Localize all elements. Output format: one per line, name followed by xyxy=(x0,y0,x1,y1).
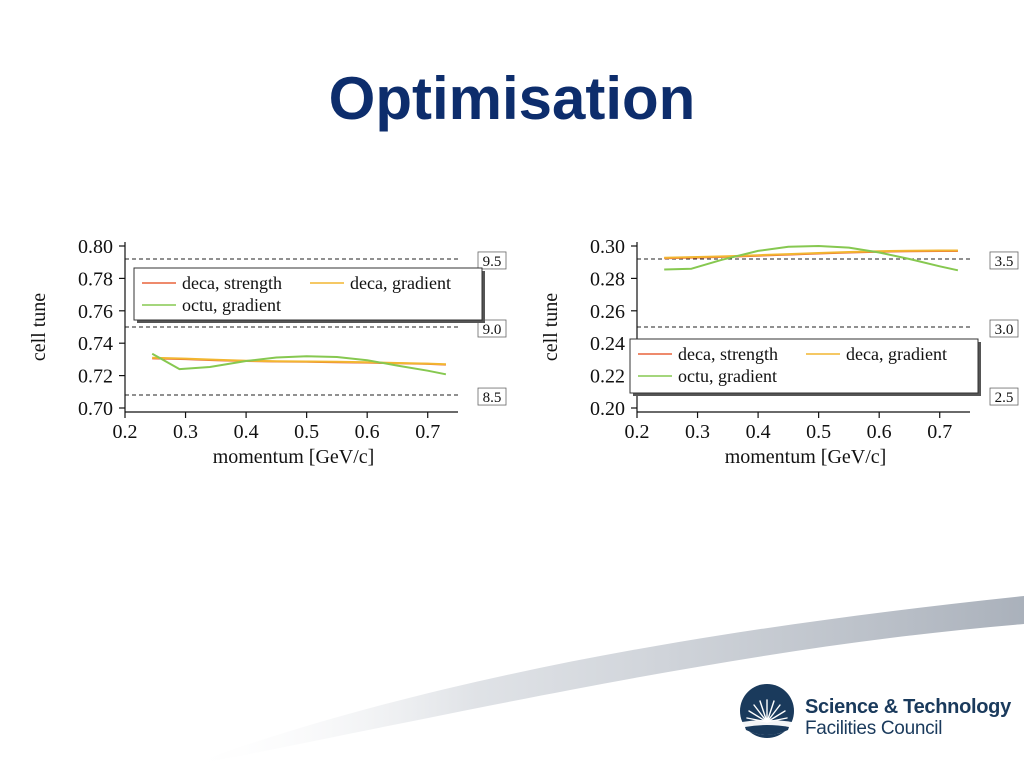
tune-chart-vertical: 3.5 3.0 2.5 0.20 0.22 0.24 0.26 0.28 0.30 0.2 0.3 0… xyxy=(540,236,1019,468)
logo-text-line2: Facilities Council xyxy=(805,718,943,739)
chart2-reference-label: 3.0 xyxy=(989,319,1019,338)
chart2-x-tick-label: 0.2 xyxy=(625,421,650,443)
chart2-reference-label-box xyxy=(989,387,1019,406)
chart1-x-axis-title: momentum [GeV/c] xyxy=(213,446,375,468)
chart2-legend-label-1: deca, strength xyxy=(678,344,778,364)
chart1-x-tick-label: 0.3 xyxy=(173,421,198,443)
chart1-reference-label: 9.0 xyxy=(477,319,507,338)
chart2-x-tick-label: 0.7 xyxy=(927,421,952,443)
chart1-y-tick-label: 0.70 xyxy=(78,398,113,420)
chart1-y-tick-label: 0.76 xyxy=(78,301,113,323)
chart1-y-axis-title: cell tune xyxy=(28,293,50,361)
tune-chart-horizontal: 9.5 9.0 8.5 0.70 0.72 0.74 0.76 0.78 0.80 0.2 0.3 0… xyxy=(28,236,507,468)
chart2-x-tick-label: 0.6 xyxy=(867,421,892,443)
chart1-x-tick-label: 0.4 xyxy=(234,421,259,443)
chart1-x-tick-label: 0.2 xyxy=(113,421,138,443)
chart1-legend-box xyxy=(133,267,483,321)
chart1-reference-label-box xyxy=(477,387,507,406)
chart2-y-tick-label: 0.26 xyxy=(590,301,625,323)
chart2-legend-box xyxy=(629,338,979,394)
chart1-x-tick-label: 0.5 xyxy=(294,421,319,443)
chart2-y-axis-title: cell tune xyxy=(540,293,562,361)
chart1-y-tick-label: 0.80 xyxy=(78,236,113,258)
chart2-y-tick-label: 0.20 xyxy=(590,398,625,420)
decorative-swoosh xyxy=(180,596,1024,768)
swoosh-shape xyxy=(180,596,1024,768)
chart2-series-line-2 xyxy=(664,249,958,259)
chart2-reference-label-text: 3.0 xyxy=(995,322,1014,338)
chart1-legend-label-2: deca, gradient xyxy=(350,273,451,293)
chart2-series-line-3 xyxy=(664,245,959,272)
chart1-reference-label-box xyxy=(477,251,507,270)
chart2-legend: deca, strength deca, gradient octu, gradie… xyxy=(629,338,981,396)
chart2-reference-label: 3.5 xyxy=(989,251,1019,270)
chart2-y-tick-label: 0.28 xyxy=(590,268,625,290)
chart1-reference-label: 8.5 xyxy=(477,387,507,406)
slide-title: Optimisation xyxy=(328,65,696,132)
chart1-legend-label-1: deca, strength xyxy=(182,273,282,293)
chart2-x-tick-label: 0.5 xyxy=(806,421,831,443)
chart2-y-tick-label: 0.22 xyxy=(590,366,625,388)
chart2-legend-label-2: deca, gradient xyxy=(846,344,947,364)
chart2-x-tick-label: 0.4 xyxy=(746,421,771,443)
chart2-reference-label-box xyxy=(989,251,1019,270)
chart2-reference-label-box xyxy=(989,319,1019,338)
chart1-reference-label-box xyxy=(477,319,507,338)
chart1-y-tick-label: 0.72 xyxy=(78,366,113,388)
chart1-reference-label: 9.5 xyxy=(477,251,507,270)
chart1-legend: deca, strength deca, gradient octu, gradie… xyxy=(133,267,485,323)
chart2-reference-label: 2.5 xyxy=(989,387,1019,406)
chart1-series-line-2 xyxy=(152,356,446,366)
stfc-emblem-icon xyxy=(740,684,794,738)
chart1-reference-label-text: 9.0 xyxy=(483,322,502,338)
chart2-y-tick-label: 0.24 xyxy=(590,333,625,355)
chart2-legend-label-3: octu, gradient xyxy=(678,366,777,386)
chart2-y-tick-label: 0.30 xyxy=(590,236,625,258)
chart1-x-tick-label: 0.7 xyxy=(415,421,440,443)
chart1-y-tick-label: 0.78 xyxy=(78,268,113,290)
chart1-y-tick-label: 0.74 xyxy=(78,333,113,355)
chart2-x-tick-label: 0.3 xyxy=(685,421,710,443)
chart2-reference-label-text: 2.5 xyxy=(995,390,1014,406)
stfc-logo: Science & Technology Facilities Council xyxy=(738,680,1011,744)
chart1-series-line-3 xyxy=(151,352,447,376)
chart1-legend-label-3: octu, gradient xyxy=(182,295,281,315)
chart1-reference-label-text: 8.5 xyxy=(483,390,502,406)
chart2-reference-label-text: 3.5 xyxy=(995,254,1014,270)
chart2-x-axis-title: momentum [GeV/c] xyxy=(725,446,887,468)
chart1-reference-label-text: 9.5 xyxy=(483,254,502,270)
logo-text-line1: Science & Technology xyxy=(805,696,1011,718)
chart1-x-tick-label: 0.6 xyxy=(355,421,380,443)
